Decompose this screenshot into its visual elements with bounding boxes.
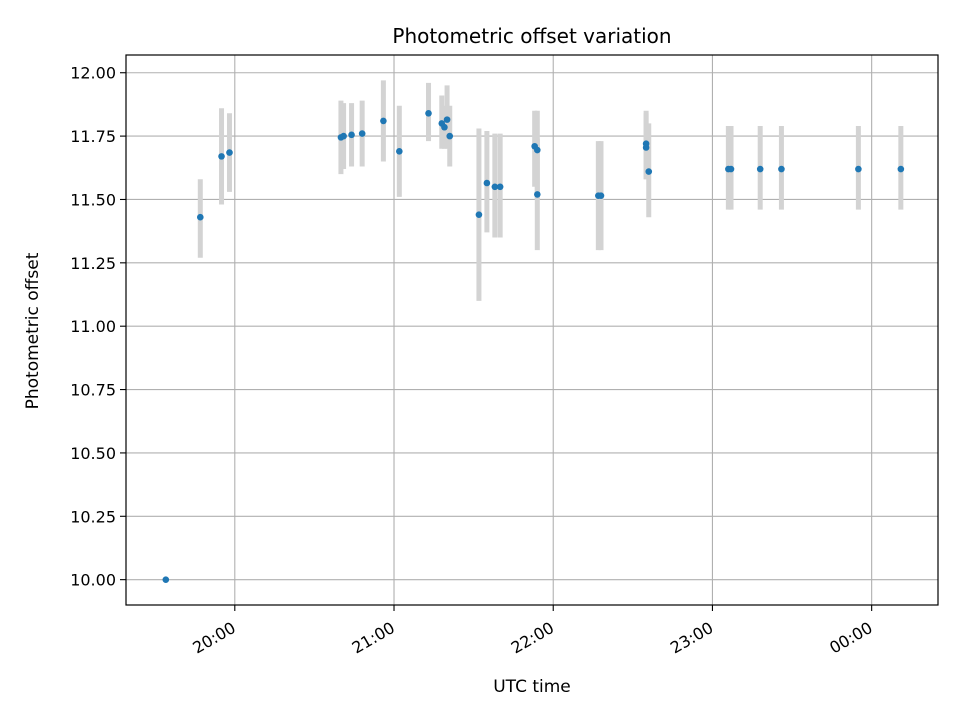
data-point	[534, 191, 541, 198]
data-point	[380, 117, 387, 125]
y-tick-label: 10.00	[70, 571, 116, 590]
y-tick-label: 12.00	[70, 64, 116, 83]
data-point	[727, 165, 735, 173]
y-tick-label: 10.25	[70, 507, 116, 526]
data-point	[645, 168, 653, 175]
data-point	[340, 132, 347, 140]
grid	[126, 55, 938, 605]
data-point	[534, 146, 541, 154]
data-point	[348, 131, 355, 139]
data-point	[226, 149, 233, 156]
data-point	[897, 165, 905, 173]
data-point	[491, 183, 499, 191]
data-point	[855, 165, 862, 173]
data-point	[425, 109, 432, 117]
data-point	[483, 179, 491, 187]
data-point	[162, 576, 170, 583]
data-point	[396, 148, 403, 155]
y-tick-label: 10.50	[70, 444, 116, 463]
y-tick-label: 10.75	[70, 381, 116, 400]
data-point	[475, 211, 483, 218]
data-point	[446, 132, 454, 140]
y-axis-ticks: 10.00 10.25 10.50 10.75 11.00 11.25 11.50 11.75…	[70, 64, 126, 590]
y-tick-label: 11.00	[70, 317, 116, 336]
data-point	[441, 123, 448, 131]
data-point	[197, 213, 204, 221]
data-point	[496, 183, 504, 191]
y-tick-label: 11.50	[70, 190, 116, 209]
chart-title: Photometric offset variation	[392, 24, 671, 48]
y-tick-label: 11.75	[70, 127, 116, 146]
data-point	[218, 153, 225, 160]
plot-frame	[125, 54, 939, 606]
data-point	[756, 165, 764, 173]
data-point	[443, 116, 451, 123]
x-axis-label: UTC time	[493, 677, 571, 697]
y-tick-label: 11.25	[70, 254, 116, 273]
data-point	[358, 130, 366, 137]
data-point	[778, 165, 785, 173]
data-point	[642, 144, 650, 151]
data-points	[162, 109, 905, 583]
y-axis-label: Photometric offset	[23, 252, 43, 409]
data-point	[597, 192, 605, 199]
